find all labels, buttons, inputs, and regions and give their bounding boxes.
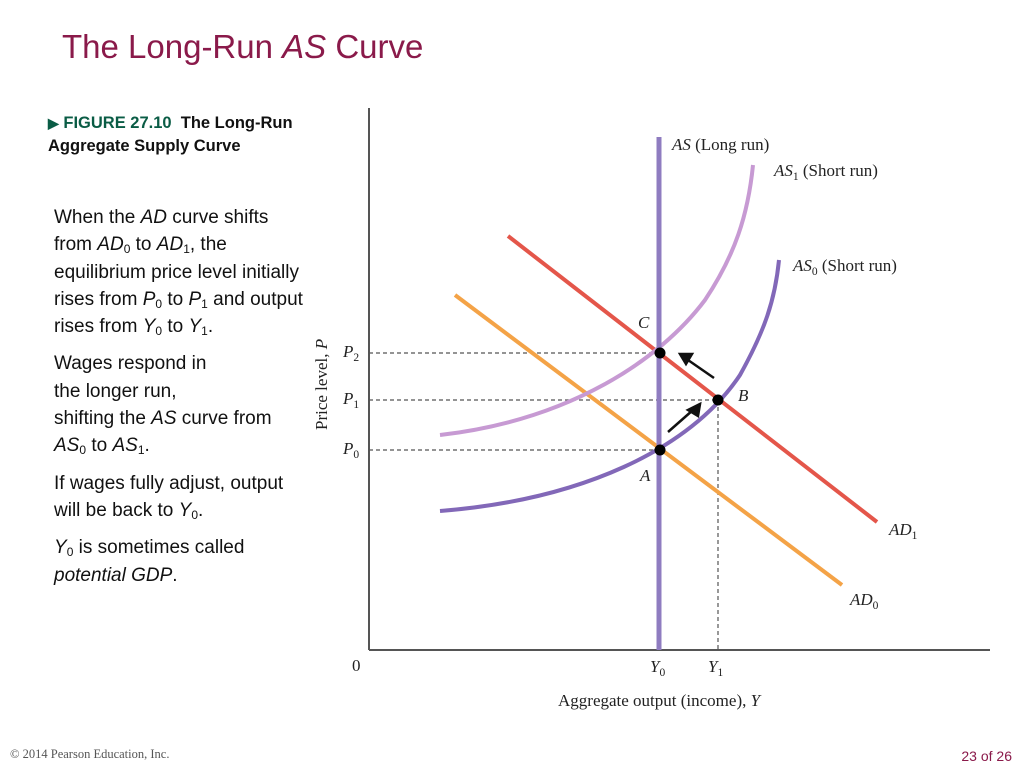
explanation-text: When the AD curve shifts from AD0 to AD1… bbox=[54, 204, 304, 599]
y-axis-label: Price level, P bbox=[312, 339, 331, 430]
figure-title: The Long-Run Aggregate Supply Curve bbox=[48, 114, 293, 155]
figure-caption: ▶ FIGURE 27.10 The Long-Run Aggregate Su… bbox=[48, 112, 368, 158]
triangle-bullet-icon: ▶ bbox=[48, 115, 59, 131]
as1-curve bbox=[439, 164, 755, 437]
arrow-a-to-b-head bbox=[685, 401, 702, 419]
x-axis-label: Aggregate output (income), Y bbox=[558, 691, 762, 710]
point-b-dot bbox=[712, 394, 724, 406]
title-italic: AS bbox=[282, 28, 327, 65]
page-indicator: 23 of 26 bbox=[961, 748, 1012, 764]
p2-label: P2 bbox=[342, 342, 359, 364]
as1-label: AS1 (Short run) bbox=[773, 161, 878, 183]
figure-number: FIGURE 27.10 bbox=[63, 114, 172, 132]
point-a-label: A bbox=[639, 466, 651, 485]
ad0-curve bbox=[453, 293, 844, 587]
paragraph-3: If wages fully adjust, output will be ba… bbox=[54, 472, 284, 522]
arrow-a-to-b bbox=[667, 409, 694, 433]
y0-label: Y0 bbox=[650, 657, 665, 679]
paragraph-1: When the AD curve shifts from AD0 to AD1… bbox=[54, 207, 303, 339]
title-suffix: Curve bbox=[326, 28, 424, 65]
arrow-b-to-c bbox=[687, 358, 715, 380]
point-c-dot bbox=[654, 347, 666, 359]
as0-label: AS0 (Short run) bbox=[792, 256, 897, 278]
dashed-guides bbox=[369, 352, 719, 650]
shift-arrows bbox=[667, 352, 715, 433]
paragraph-4: Y0 is sometimes called potential GDP. bbox=[54, 537, 245, 586]
copyright-footer: © 2014 Pearson Education, Inc. bbox=[10, 747, 170, 761]
paragraph-2: Wages respond in the longer run, shifting … bbox=[54, 353, 272, 458]
point-c-label: C bbox=[638, 313, 650, 332]
point-b-label: B bbox=[738, 386, 749, 405]
y1-label: Y1 bbox=[708, 657, 723, 679]
arrow-b-to-c-head bbox=[677, 352, 695, 367]
point-a-dot bbox=[654, 444, 666, 456]
p0-label: P0 bbox=[342, 439, 359, 461]
origin-label: 0 bbox=[352, 656, 361, 675]
ad0-label: AD0 bbox=[849, 590, 879, 612]
ad1-curve bbox=[506, 234, 879, 524]
slide-title: The Long-Run AS Curve bbox=[62, 28, 423, 66]
as-long-run-label: AS (Long run) bbox=[671, 135, 769, 154]
title-prefix: The Long-Run bbox=[62, 28, 283, 65]
as0-curve bbox=[439, 259, 781, 513]
ad1-label: AD1 bbox=[888, 520, 918, 542]
p1-label: P1 bbox=[342, 389, 359, 411]
